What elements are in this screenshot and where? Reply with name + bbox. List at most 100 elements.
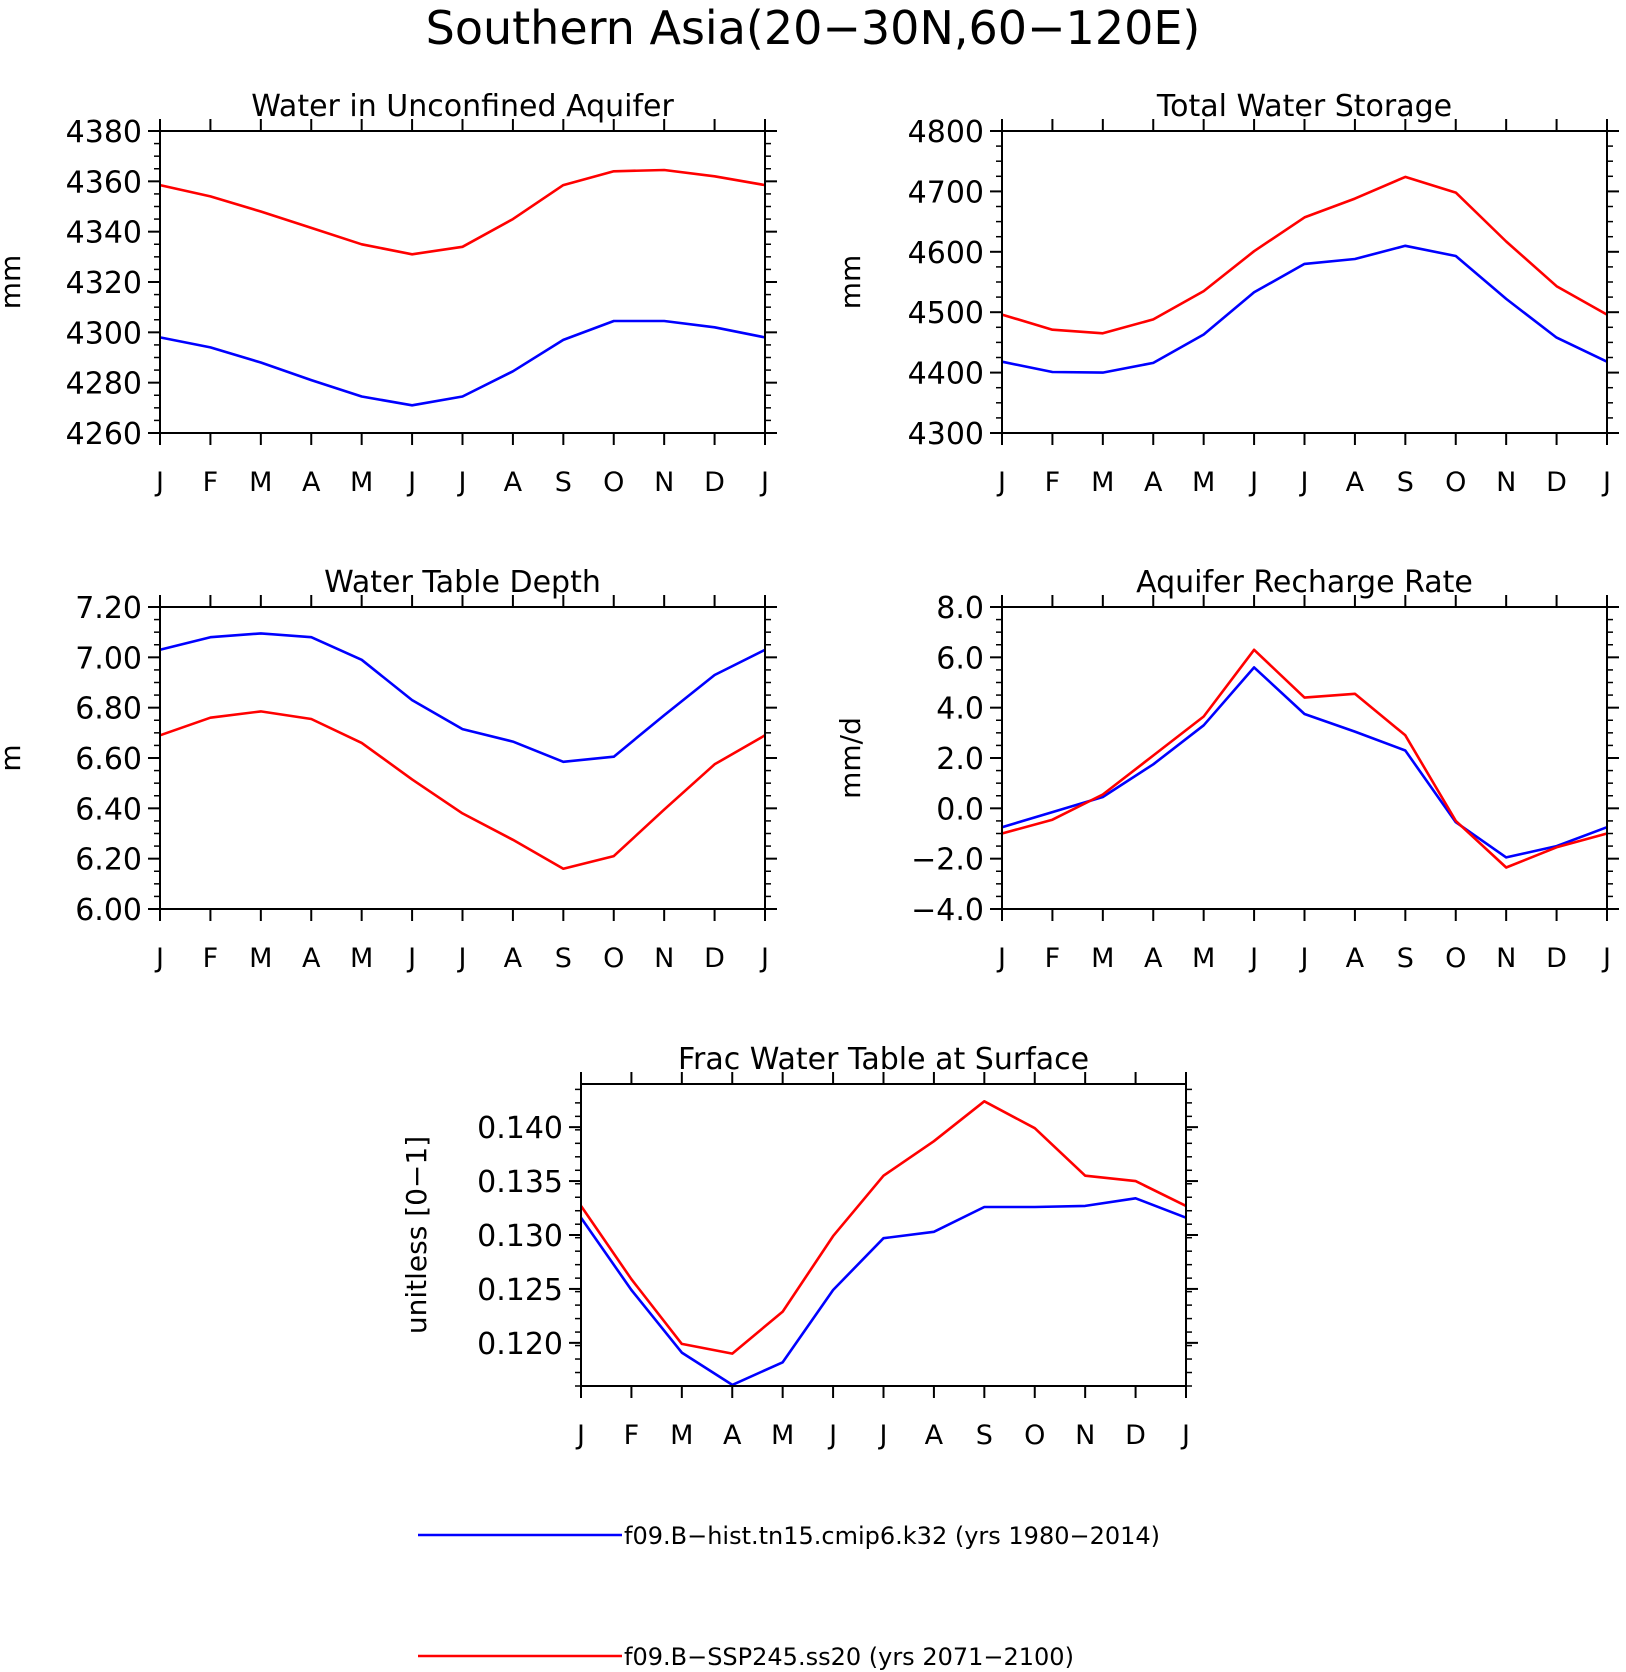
panel-title: Total Water Storage: [1156, 89, 1452, 124]
series-line-ssp245: [579, 1100, 1187, 1355]
y-axis-label: m: [0, 744, 27, 771]
legend-label-hist: f09.B−hist.tn15.cmip6.k32 (yrs 1980−2014…: [624, 1522, 1160, 1550]
y-axis-label: mm: [834, 255, 867, 310]
x-tick-label: M: [249, 467, 272, 498]
y-tick-label: 4500: [908, 296, 984, 331]
x-tick-label: J: [154, 943, 164, 974]
x-tick-label: O: [603, 467, 624, 498]
panel-3: Water Table DepthmJFMAMJJASONDJ6.006.206…: [0, 565, 777, 974]
x-tick-label: M: [1091, 467, 1114, 498]
y-tick-label: 7.00: [75, 641, 142, 676]
y-tick-label: 6.20: [75, 843, 142, 878]
x-tick-label: D: [1546, 467, 1567, 498]
y-tick-label: 4360: [66, 165, 142, 200]
y-tick-label: 4340: [66, 216, 142, 251]
x-tick-label: J: [457, 467, 467, 498]
y-tick-label: 4280: [66, 367, 142, 402]
x-tick-label: N: [654, 943, 674, 974]
x-tick-label: J: [154, 467, 164, 498]
x-tick-label: D: [704, 943, 725, 974]
y-tick-label: 4400: [908, 357, 984, 392]
x-tick-label: S: [555, 943, 572, 974]
y-tick-label: 6.60: [75, 742, 142, 777]
x-tick-label: J: [1299, 943, 1309, 974]
x-tick-label: J: [878, 1420, 888, 1451]
y-tick-label: 4320: [66, 266, 142, 301]
x-tick-label: N: [1496, 467, 1516, 498]
x-tick-label: S: [555, 467, 572, 498]
x-tick-label: A: [723, 1420, 742, 1451]
x-tick-label: A: [1144, 467, 1163, 498]
x-tick-label: S: [1397, 467, 1414, 498]
figure-title: Southern Asia(20−30N,60−120E): [426, 1, 1201, 55]
x-tick-label: M: [771, 1420, 794, 1451]
x-tick-label: D: [1546, 943, 1567, 974]
x-tick-label: N: [654, 467, 674, 498]
panel-5: Frac Water Table at Surface unitless [0−1…: [400, 1042, 1198, 1451]
x-tick-label: J: [759, 943, 769, 974]
x-tick-label: A: [504, 467, 523, 498]
x-tick-label: F: [203, 467, 219, 498]
legend: f09.B−hist.tn15.cmip6.k32 (yrs 1980−2014…: [418, 1522, 1160, 1671]
x-tick-label: M: [1091, 943, 1114, 974]
x-tick-label: J: [1299, 467, 1309, 498]
x-tick-label: A: [302, 943, 321, 974]
x-tick-label: J: [1248, 467, 1258, 498]
series-line-ssp245: [1001, 175, 1608, 335]
x-tick-label: A: [925, 1420, 944, 1451]
x-tick-label: J: [759, 467, 769, 498]
x-tick-label: J: [1601, 467, 1611, 498]
plot-frame: [159, 606, 766, 910]
series-line-hist: [159, 632, 766, 764]
legend-label-ssp: f09.B−SSP245.ss20 (yrs 2071−2100): [624, 1643, 1074, 1671]
x-tick-label: F: [1045, 467, 1061, 498]
plot-frame: [1001, 130, 1608, 434]
y-tick-label: 6.00: [75, 893, 142, 928]
x-tick-label: F: [624, 1420, 640, 1451]
y-tick-label: 0.140: [477, 1111, 563, 1146]
x-tick-label: O: [603, 943, 624, 974]
y-tick-label: 0.135: [477, 1165, 563, 1200]
x-tick-label: A: [302, 467, 321, 498]
x-tick-label: J: [996, 943, 1006, 974]
x-tick-label: J: [1180, 1420, 1190, 1451]
y-tick-label: 4300: [908, 417, 984, 452]
series-line-hist: [1001, 666, 1608, 859]
x-tick-label: J: [575, 1420, 585, 1451]
x-tick-label: J: [1248, 943, 1258, 974]
y-tick-label: 4380: [66, 115, 142, 150]
x-tick-label: N: [1075, 1420, 1095, 1451]
x-tick-label: F: [1045, 943, 1061, 974]
y-tick-label: 0.125: [477, 1273, 563, 1308]
x-tick-label: J: [406, 943, 416, 974]
y-tick-label: 4700: [908, 175, 984, 210]
y-tick-label: 4800: [908, 115, 984, 150]
x-tick-label: A: [1144, 943, 1163, 974]
y-axis-label: mm/d: [834, 717, 867, 799]
x-tick-label: M: [1192, 467, 1215, 498]
x-tick-label: S: [1397, 943, 1414, 974]
y-tick-label: 7.20: [75, 591, 142, 626]
y-tick-label: 2.0: [936, 742, 984, 777]
y-tick-label: −4.0: [911, 893, 984, 928]
x-tick-label: S: [976, 1420, 993, 1451]
y-tick-label: 4260: [66, 417, 142, 452]
x-tick-label: M: [670, 1420, 693, 1451]
x-tick-label: J: [406, 467, 416, 498]
y-tick-label: 4300: [66, 316, 142, 351]
x-tick-label: J: [1601, 943, 1611, 974]
x-tick-label: J: [996, 467, 1006, 498]
y-tick-label: 6.80: [75, 692, 142, 727]
series-line-hist: [159, 319, 766, 407]
y-tick-label: −2.0: [911, 843, 984, 878]
y-tick-label: 0.120: [477, 1327, 563, 1362]
y-tick-label: 6.40: [75, 792, 142, 827]
x-tick-label: O: [1445, 467, 1466, 498]
panel-title: Aquifer Recharge Rate: [1136, 565, 1473, 600]
x-tick-label: D: [704, 467, 725, 498]
panel-title: Water in Unconfined Aquifer: [251, 89, 674, 124]
